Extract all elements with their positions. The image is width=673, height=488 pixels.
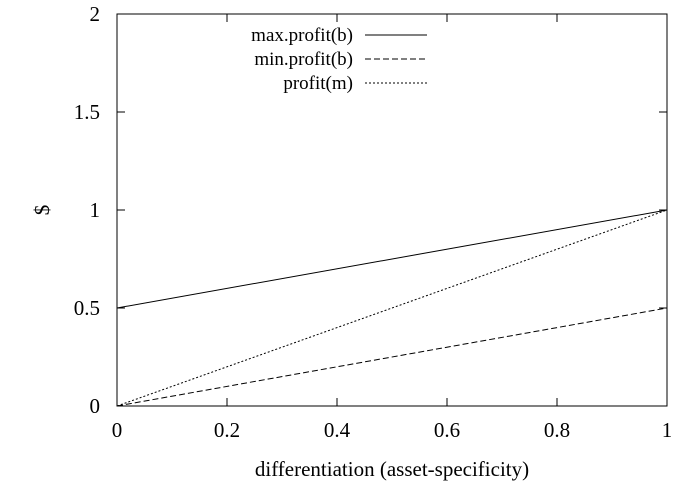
y-tick-label: 1.5 — [74, 100, 100, 124]
legend: max.profit(b) min.profit(b) profit(m) — [251, 25, 427, 94]
y-tick-label: 0 — [90, 394, 101, 418]
tick-labels: 0 0.2 0.4 0.6 0.8 1 0 0.5 1 1.5 2 — [74, 2, 673, 442]
series-line-max-profit-b — [116, 209, 668, 309]
series-line-profit-m — [116, 209, 668, 407]
series-lines — [116, 209, 668, 407]
legend-label: max.profit(b) — [251, 25, 353, 46]
y-axis-label: $ — [30, 205, 54, 216]
y-tick-label: 2 — [90, 2, 101, 26]
x-axis-label: differentiation (asset-specificity) — [255, 457, 529, 481]
axis-ticks — [116, 13, 668, 407]
y-tick-label: 1 — [90, 198, 101, 222]
x-tick-label: 0.4 — [324, 418, 351, 442]
x-tick-label: 1 — [662, 418, 673, 442]
x-tick-label: 0.8 — [544, 418, 570, 442]
legend-label: profit(m) — [283, 73, 353, 94]
plot-frame — [116, 13, 668, 407]
x-tick-label: 0.2 — [214, 418, 240, 442]
legend-label: min.profit(b) — [254, 49, 353, 70]
series-line-min-profit-b — [116, 307, 668, 407]
x-tick-label: 0 — [112, 418, 123, 442]
y-tick-label: 0.5 — [74, 296, 100, 320]
x-tick-label: 0.6 — [434, 418, 460, 442]
